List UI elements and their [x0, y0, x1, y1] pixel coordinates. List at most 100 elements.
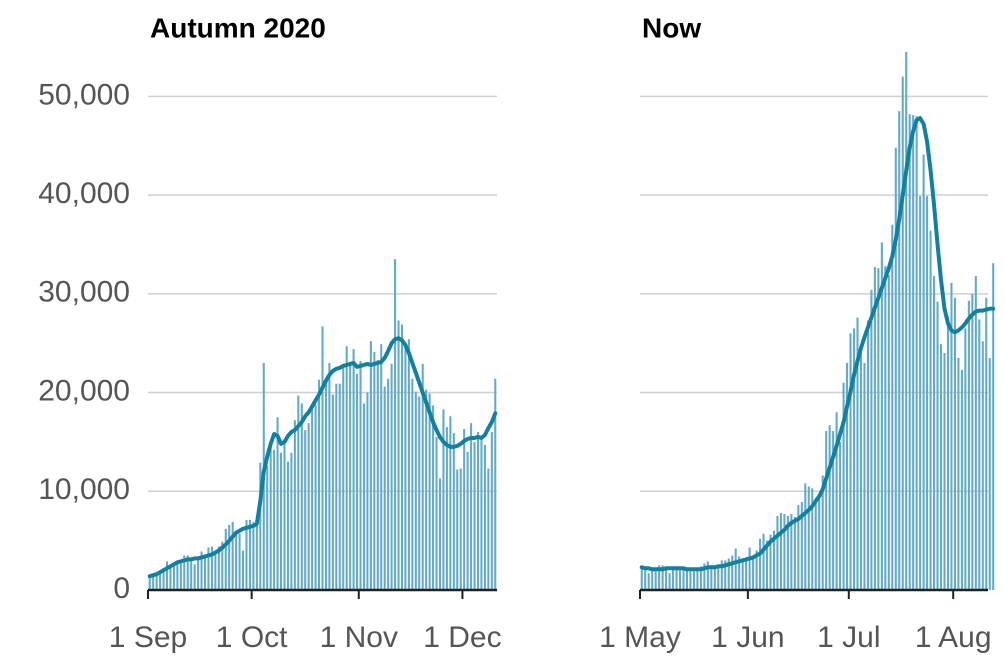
bar	[846, 362, 849, 590]
y-tick-label: 20,000	[38, 374, 130, 407]
bar	[235, 530, 238, 590]
bar	[342, 363, 345, 590]
bar	[390, 363, 393, 590]
bar	[877, 268, 880, 590]
bar	[231, 521, 234, 590]
bar	[159, 571, 162, 590]
bar	[710, 567, 713, 590]
bar	[432, 405, 435, 590]
bar	[936, 301, 939, 590]
bar	[193, 564, 196, 590]
bar	[228, 524, 231, 590]
bar	[992, 263, 995, 590]
bar	[797, 505, 800, 590]
bar	[438, 478, 442, 590]
bar	[738, 556, 741, 590]
bar	[397, 320, 400, 590]
bar	[658, 565, 661, 590]
bar	[476, 432, 480, 590]
bar	[307, 423, 310, 590]
bar	[345, 346, 348, 590]
bar	[279, 452, 283, 590]
y-tick-label: 10,000	[38, 473, 130, 506]
bar	[804, 483, 807, 590]
bar	[483, 444, 486, 590]
bar	[873, 267, 876, 590]
bar	[335, 383, 338, 590]
bar	[373, 352, 376, 590]
bar	[425, 389, 428, 590]
bar	[404, 344, 407, 590]
bar	[745, 557, 748, 590]
bar	[324, 380, 327, 590]
bar	[252, 521, 255, 590]
bar	[793, 516, 796, 590]
bar	[490, 432, 493, 590]
bar	[248, 519, 251, 590]
average-line	[147, 336, 498, 579]
y-tick-label: 0	[113, 572, 130, 605]
bar	[724, 560, 727, 590]
bar	[887, 275, 890, 590]
bar	[349, 361, 352, 590]
bar	[731, 555, 734, 590]
bar	[456, 469, 459, 590]
bar	[155, 573, 158, 590]
bar	[418, 396, 421, 590]
bar	[380, 344, 383, 590]
bar	[919, 196, 922, 590]
x-tick-label: 1 Jul	[817, 621, 880, 654]
bar	[759, 538, 762, 590]
bar	[210, 546, 213, 590]
bar	[328, 362, 331, 590]
bar	[238, 533, 241, 590]
bar	[908, 114, 911, 590]
bar	[352, 349, 355, 590]
bar	[321, 326, 324, 590]
bar	[933, 276, 936, 590]
bar	[880, 242, 883, 591]
bar	[435, 436, 438, 590]
x-tick-label: 1 Dec	[423, 621, 501, 654]
bar	[338, 383, 341, 590]
bar	[449, 416, 452, 590]
bar	[856, 317, 859, 590]
bar	[915, 116, 918, 590]
bar	[894, 147, 897, 590]
bar	[971, 293, 974, 590]
bar	[654, 569, 657, 590]
bar	[152, 575, 155, 590]
x-tick-label: 1 Jun	[711, 621, 784, 654]
bar	[318, 379, 321, 590]
bar	[811, 488, 814, 590]
bar	[647, 573, 650, 590]
bar	[651, 570, 654, 590]
bar	[362, 403, 366, 590]
bar	[776, 515, 779, 590]
bar	[912, 115, 915, 590]
average-line	[639, 116, 996, 572]
bar	[755, 550, 758, 590]
bar	[473, 441, 476, 590]
bar	[891, 224, 894, 590]
bar	[414, 391, 417, 590]
bar	[494, 378, 497, 590]
bar	[825, 431, 828, 590]
bar	[978, 319, 981, 590]
bar	[689, 570, 692, 590]
bar	[678, 567, 682, 590]
bar	[981, 341, 984, 590]
bar	[241, 550, 245, 590]
y-tick-label: 40,000	[38, 177, 130, 210]
bar	[459, 468, 462, 590]
bar	[356, 373, 359, 590]
bar	[169, 565, 172, 590]
bar	[400, 324, 404, 590]
bar	[772, 530, 776, 590]
bar	[967, 300, 970, 590]
bar	[703, 563, 706, 590]
bar	[394, 259, 397, 590]
y-tick-label: 50,000	[38, 78, 130, 111]
bar	[821, 475, 824, 590]
